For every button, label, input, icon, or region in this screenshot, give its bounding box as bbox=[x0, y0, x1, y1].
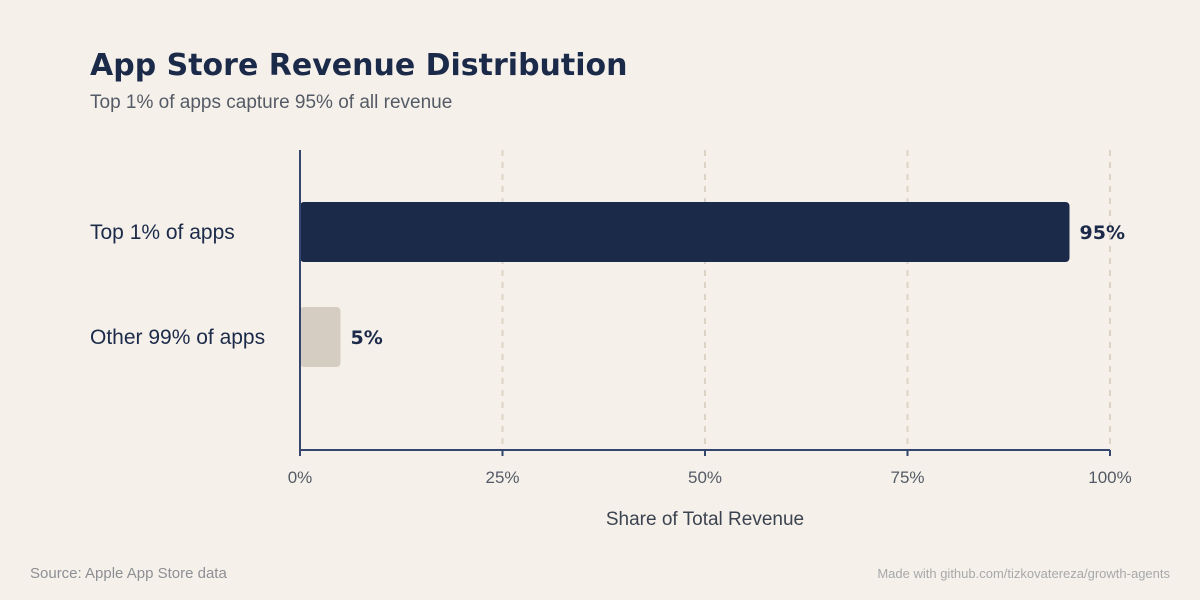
bar-0 bbox=[300, 202, 1070, 262]
source-note: Source: Apple App Store data bbox=[30, 565, 227, 582]
credit-note: Made with github.com/tizkovatereza/growt… bbox=[877, 566, 1170, 581]
value-label-0: 95% bbox=[1080, 222, 1125, 244]
chart-title: App Store Revenue Distribution bbox=[90, 48, 628, 83]
bars bbox=[300, 202, 1070, 367]
axes bbox=[299, 150, 1111, 456]
x-tick-label-25: 25% bbox=[485, 468, 519, 487]
x-axis-title: Share of Total Revenue bbox=[606, 509, 804, 530]
category-label-1: Other 99% of apps bbox=[90, 326, 265, 349]
value-label-1: 5% bbox=[351, 327, 383, 349]
x-tick-label-75: 75% bbox=[890, 468, 924, 487]
x-tick-label-50: 50% bbox=[688, 468, 722, 487]
labels: Top 1% of apps 95% Other 99% of apps 5% 0% 25… bbox=[90, 221, 1132, 487]
bar-1 bbox=[300, 307, 341, 367]
category-label-0: Top 1% of apps bbox=[90, 221, 235, 244]
x-tick-label-0: 0% bbox=[288, 468, 313, 487]
x-tick-label-100: 100% bbox=[1088, 468, 1131, 487]
grid-lines bbox=[501, 150, 1111, 450]
chart-subtitle: Top 1% of apps capture 95% of all revenu… bbox=[90, 92, 452, 113]
